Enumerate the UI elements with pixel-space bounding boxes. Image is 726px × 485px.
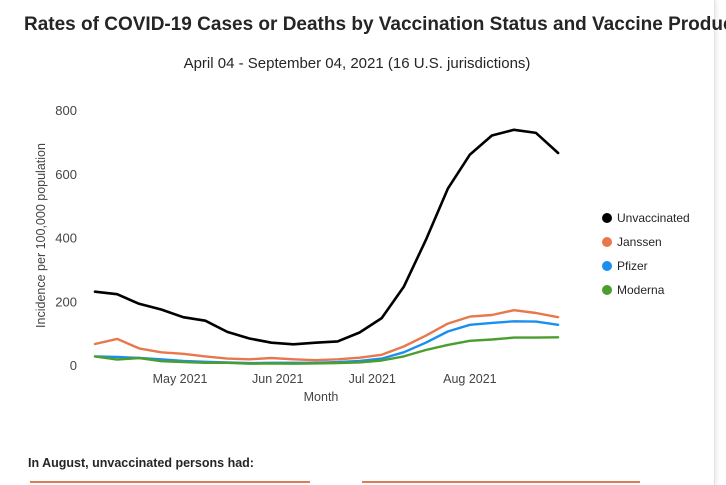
legend-marker-moderna: [602, 285, 612, 295]
footer-text: In August, unvaccinated persons had:: [28, 456, 254, 470]
series-line-unvaccinated: [93, 128, 560, 346]
y-axis-title: Incidence per 100,000 population: [34, 143, 48, 328]
x-axis-title: Month: [304, 390, 339, 404]
series-line-janssen: [93, 309, 560, 362]
summary-bar-right: [362, 481, 640, 483]
y-tick-label: 800: [55, 103, 77, 118]
x-tick-label: Aug 2021: [443, 372, 497, 386]
y-tick-label: 400: [55, 231, 77, 246]
y-tick-label: 0: [70, 358, 77, 373]
x-tick-label: Jul 2021: [349, 372, 396, 386]
chart-subtitle: April 04 - September 04, 2021 (16 U.S. j…: [183, 55, 531, 72]
legend-label-pfizer: Pfizer: [617, 259, 648, 273]
legend-marker-pfizer: [602, 261, 612, 271]
summary-bar-left: [30, 481, 310, 483]
legend-label-moderna: Moderna: [617, 283, 665, 297]
y-tick-label: 600: [55, 167, 77, 182]
x-tick-label: May 2021: [153, 372, 208, 386]
legend-label-janssen: Janssen: [617, 235, 662, 249]
x-tick-label: Jun 2021: [252, 372, 303, 386]
legend-marker-janssen: [602, 237, 612, 247]
legend-label-unvaccinated: Unvaccinated: [617, 211, 690, 225]
legend-marker-unvaccinated: [602, 213, 612, 223]
y-tick-label: 200: [55, 294, 77, 309]
series-line-moderna: [93, 336, 560, 365]
line-chart: 0 200 400 600 800 May 2021 Jun 2021 Jul 2021 Aug…: [34, 103, 690, 404]
chart-title: Rates of COVID-19 Cases or Deaths by Vac…: [24, 14, 726, 35]
